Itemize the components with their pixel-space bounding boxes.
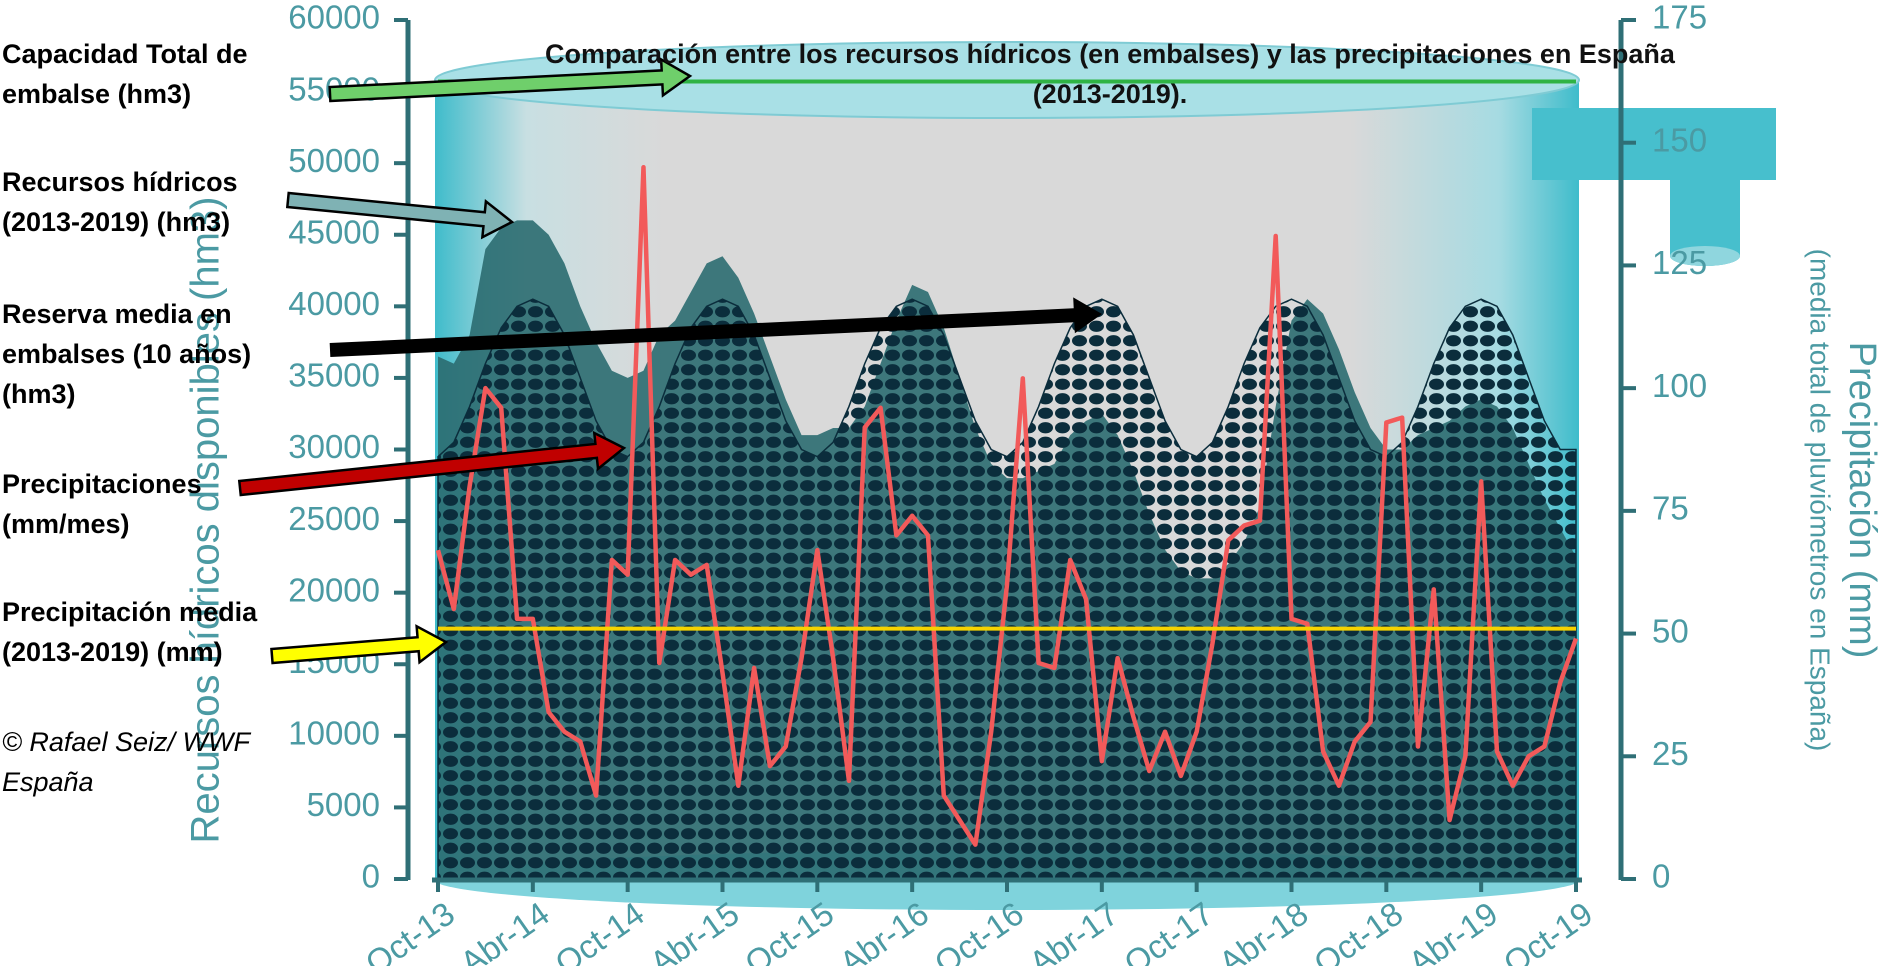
y-tick-label: 60000 <box>288 0 380 36</box>
legend-label: Precipitación media (2013-2019) (mm) <box>2 592 302 672</box>
x-tick-label: Oct-14 <box>548 895 650 966</box>
credit: © Rafael Seiz/ WWF España <box>2 722 302 802</box>
x-tick-label: Oct-19 <box>1497 895 1599 966</box>
y-tick-label: 5000 <box>307 786 380 823</box>
chart-title: Comparación entre los recursos hídricos … <box>520 34 1700 114</box>
y2-tick-label: 150 <box>1652 121 1707 158</box>
x-tick-label: Oct-18 <box>1307 895 1409 966</box>
legend-label: Recursos hídricos (2013-2019) (hm3) <box>2 162 302 242</box>
y2-tick-label: 100 <box>1652 367 1707 404</box>
y2-tick-label: 125 <box>1652 244 1707 281</box>
x-tick-label: Oct-13 <box>359 895 461 966</box>
y2-tick-label: 50 <box>1652 612 1689 649</box>
page: {"chart_data": { "type": "combo", "title… <box>0 0 1883 966</box>
y2-tick-label: 25 <box>1652 735 1689 772</box>
y2-axis-title: Precipitación (mm) <box>1841 342 1883 659</box>
y2-tick-label: 175 <box>1652 0 1707 36</box>
y-tick-label: 30000 <box>288 428 380 465</box>
y2-axis-note: (media total de pluviómetros en España) <box>1805 249 1836 752</box>
y-tick-label: 0 <box>362 858 380 895</box>
x-tick-label: Abr-19 <box>1402 895 1504 966</box>
y2-tick-label: 0 <box>1652 858 1670 895</box>
x-tick-label: Abr-15 <box>643 895 745 966</box>
x-tick-label: Abr-14 <box>453 895 555 966</box>
legend-label: Precipitaciones (mm/mes) <box>2 464 302 544</box>
legend-label: Capacidad Total de embalse (hm3) <box>2 34 302 114</box>
y2-tick-label: 75 <box>1652 490 1689 527</box>
legend-label: Reserva media en embalses (10 años) (hm3… <box>2 294 302 414</box>
